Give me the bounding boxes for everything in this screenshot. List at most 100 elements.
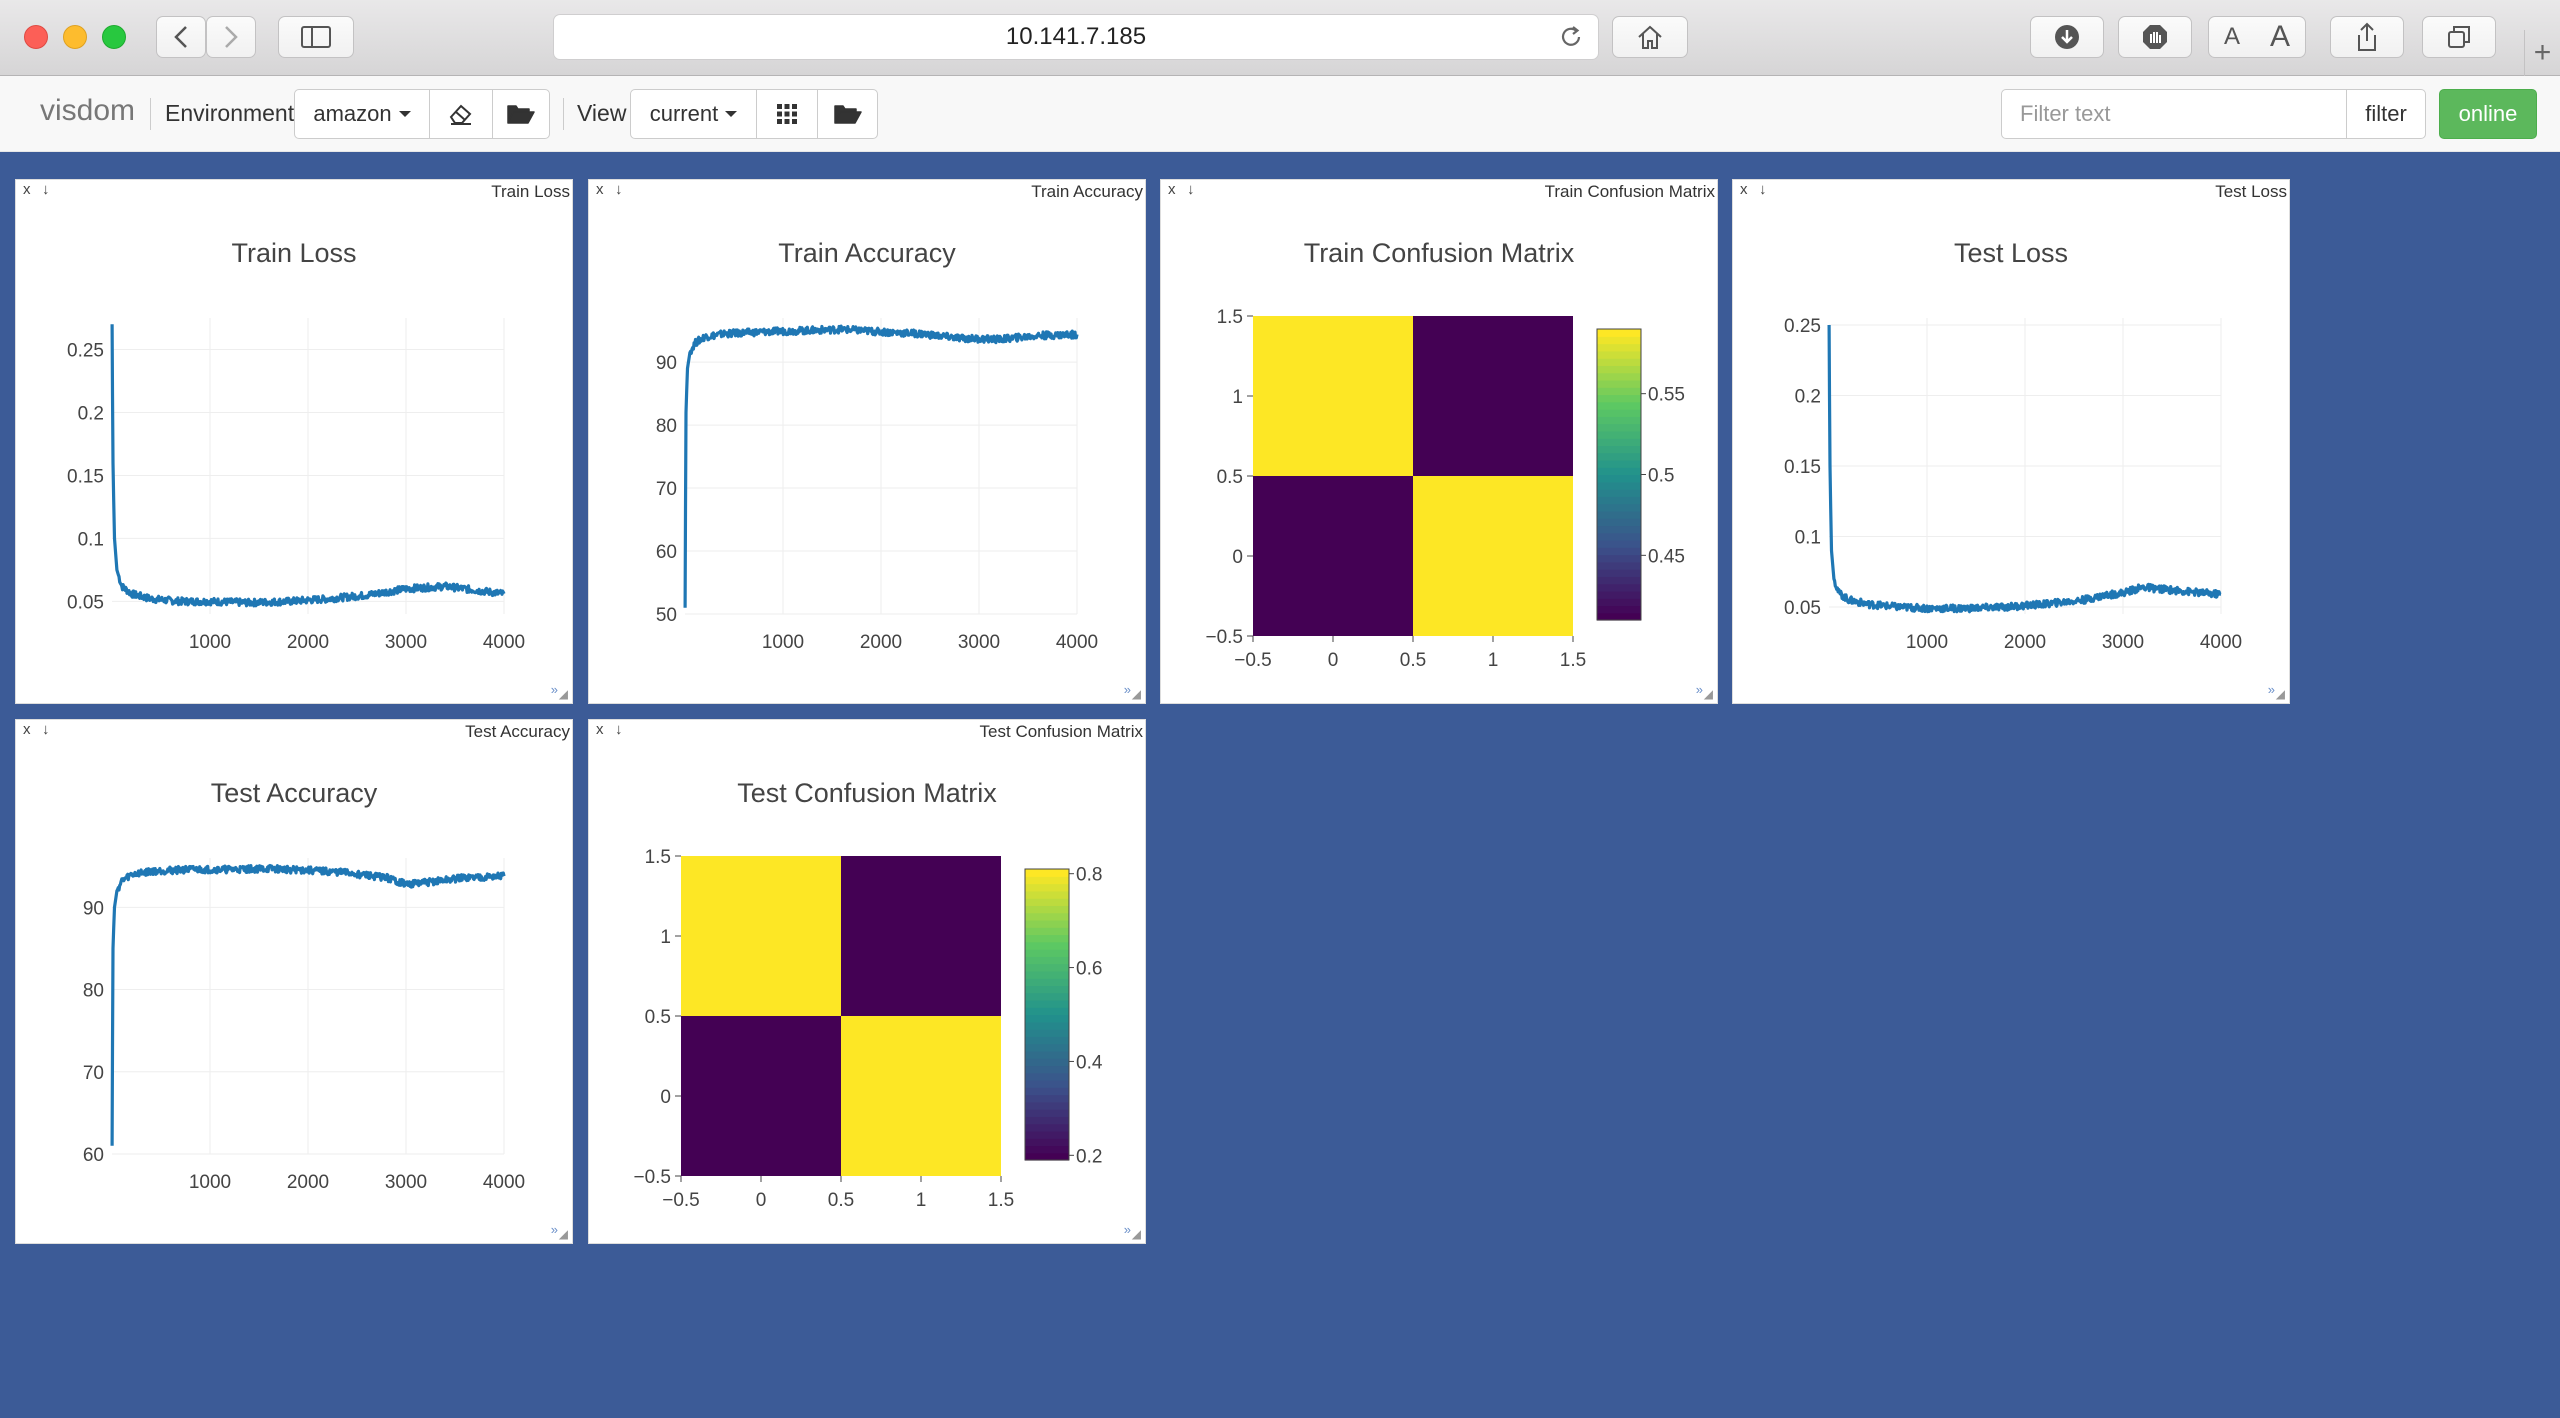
connection-status-button[interactable]: online [2439,89,2537,139]
heatmap-plot[interactable]: Test Confusion Matrix −0.5 0 0.5 1 1.5 −0.5 0 0.… [589,742,1145,1242]
pane-bar: x ↓ Test Loss [1733,180,2289,202]
line-plot[interactable]: Train Loss 1000 2000 3000 4000 0.05 0.1 0.15 0.2… [16,202,572,702]
colorbar-segment [1025,869,1069,877]
pane-download-icon[interactable]: ↓ [42,181,50,198]
plot-title: Test Confusion Matrix [737,778,997,808]
pane-download-icon[interactable]: ↓ [615,181,623,198]
pane-expand-icon[interactable]: » [550,1222,558,1237]
pane-expand-icon[interactable]: » [2267,682,2275,697]
text-size-buttons[interactable]: A A [2208,16,2306,58]
filter-button[interactable]: filter [2346,89,2426,139]
brand-logo[interactable]: visdom [40,94,136,127]
forward-button[interactable] [206,16,256,58]
x-tick-label: 3000 [958,632,1000,653]
x-tick-label: 1000 [762,632,804,653]
grid-icon [777,104,797,124]
y-tick-label: 0.05 [67,592,104,613]
share-button[interactable] [2330,16,2404,58]
colorbar-tick-label: 0.45 [1648,546,1685,567]
pane-title: Train Confusion Matrix [1544,182,1715,201]
pane-bar: x ↓ Test Accuracy [16,720,572,742]
x-tick-label: −0.5 [662,1190,700,1211]
heatmap-cell [681,856,841,1016]
tabs-overview-button[interactable] [2422,16,2496,58]
close-window-button[interactable] [24,25,48,49]
resize-handle-icon[interactable]: ◢ [2275,687,2285,701]
colorbar-segment [1025,1138,1069,1147]
pane-close-icon[interactable]: x [596,721,604,738]
colorbar-segment [1597,445,1641,454]
pane-expand-icon[interactable]: » [1123,1222,1131,1237]
pane-download-icon[interactable]: ↓ [1759,181,1767,198]
view-dropdown[interactable]: current [630,89,757,139]
colorbar-segment [1025,905,1069,914]
sidebar-button[interactable] [278,16,354,58]
pane-download-icon[interactable]: ↓ [42,721,50,738]
pane-close-icon[interactable]: x [23,181,31,198]
colorbar-tick-label: 0.5 [1648,466,1674,487]
colorbar-segment [1025,949,1069,957]
clear-environment-button[interactable] [429,89,493,139]
back-button[interactable] [156,16,206,58]
pane-train-confusion-matrix[interactable]: x ↓ Train Confusion Matrix Train Confusi… [1160,179,1718,704]
new-tab-button[interactable]: + [2524,30,2560,76]
x-tick-label: 1000 [1906,632,1948,653]
pane-expand-icon[interactable]: » [1695,682,1703,697]
colorbar-segment [1597,598,1641,607]
pane-test-confusion-matrix[interactable]: x ↓ Test Confusion Matrix Test Confusion… [588,719,1146,1244]
extension-button[interactable] [2118,16,2192,58]
heatmap-plot[interactable]: Train Confusion Matrix −0.5 0 0.5 1 1.5 −0.5 0 0… [1161,202,1717,702]
x-tick-label: 0.5 [1400,650,1426,671]
pane-title: Test Accuracy [465,722,570,741]
resize-handle-icon[interactable]: ◢ [1131,687,1141,701]
line-plot[interactable]: Test Accuracy 1000 2000 3000 4000 60 70 80 90 [16,742,572,1242]
reload-icon[interactable] [1558,24,1584,50]
view-label: View [577,100,627,126]
colorbar-segment [1597,489,1641,497]
repack-layout-button[interactable] [756,89,818,139]
x-tick-label: 4000 [483,1172,525,1193]
hand-stop-icon [2143,25,2167,49]
pane-train-accuracy[interactable]: x ↓ Train Accuracy Train Accuracy 1000 200… [588,179,1146,704]
text-smaller-icon[interactable]: A [2223,23,2240,50]
colorbar-segment [1025,876,1069,885]
colorbar-segment [1025,1145,1069,1154]
line-plot[interactable]: Train Accuracy 1000 2000 3000 4000 50 60 70 80 90 [589,202,1145,702]
pane-close-icon[interactable]: x [23,721,31,738]
pane-expand-icon[interactable]: » [550,682,558,697]
home-button[interactable] [1612,16,1688,58]
downloads-button[interactable] [2030,16,2104,58]
resize-handle-icon[interactable]: ◢ [558,687,568,701]
y-tick-label: 0.05 [1784,598,1821,619]
colorbar-segment [1025,1152,1069,1161]
pane-download-icon[interactable]: ↓ [615,721,623,738]
colorbar-segment [1025,1116,1069,1125]
pane-close-icon[interactable]: x [1740,181,1748,198]
pane-train-loss[interactable]: x ↓ Train Loss Train Loss 1000 2000 3000 400… [15,179,573,704]
minimize-window-button[interactable] [63,25,87,49]
environment-dropdown[interactable]: amazon [294,89,430,139]
address-bar[interactable]: 10.141.7.185 [553,14,1599,60]
browser-toolbar: 10.141.7.185 A A + [0,0,2560,76]
zoom-window-button[interactable] [102,25,126,49]
resize-handle-icon[interactable]: ◢ [558,1227,568,1241]
colorbar-segment [1597,605,1641,614]
colorbar-segment [1025,1065,1069,1074]
text-larger-icon[interactable]: A [2269,20,2290,53]
pane-expand-icon[interactable]: » [1123,682,1131,697]
resize-handle-icon[interactable]: ◢ [1131,1227,1141,1241]
manage-environments-button[interactable] [492,89,550,139]
colorbar-tick-label: 0.8 [1076,865,1102,886]
pane-test-accuracy[interactable]: x ↓ Test Accuracy Test Accuracy 1000 2000 3… [15,719,573,1244]
pane-close-icon[interactable]: x [596,181,604,198]
pane-test-loss[interactable]: x ↓ Test Loss Test Loss 1000 2000 3000 4000 0… [1732,179,2290,704]
manage-views-button[interactable] [817,89,878,139]
y-tick-label: 70 [83,1063,104,1084]
x-tick-label: 1.5 [1560,650,1586,671]
line-plot[interactable]: Test Loss 1000 2000 3000 4000 0.05 0.1 0.15 0.2 0… [1733,202,2289,702]
colorbar-segment [1597,474,1641,483]
pane-download-icon[interactable]: ↓ [1187,181,1195,198]
pane-close-icon[interactable]: x [1168,181,1176,198]
resize-handle-icon[interactable]: ◢ [1703,687,1713,701]
filter-text-input[interactable] [2001,89,2347,139]
